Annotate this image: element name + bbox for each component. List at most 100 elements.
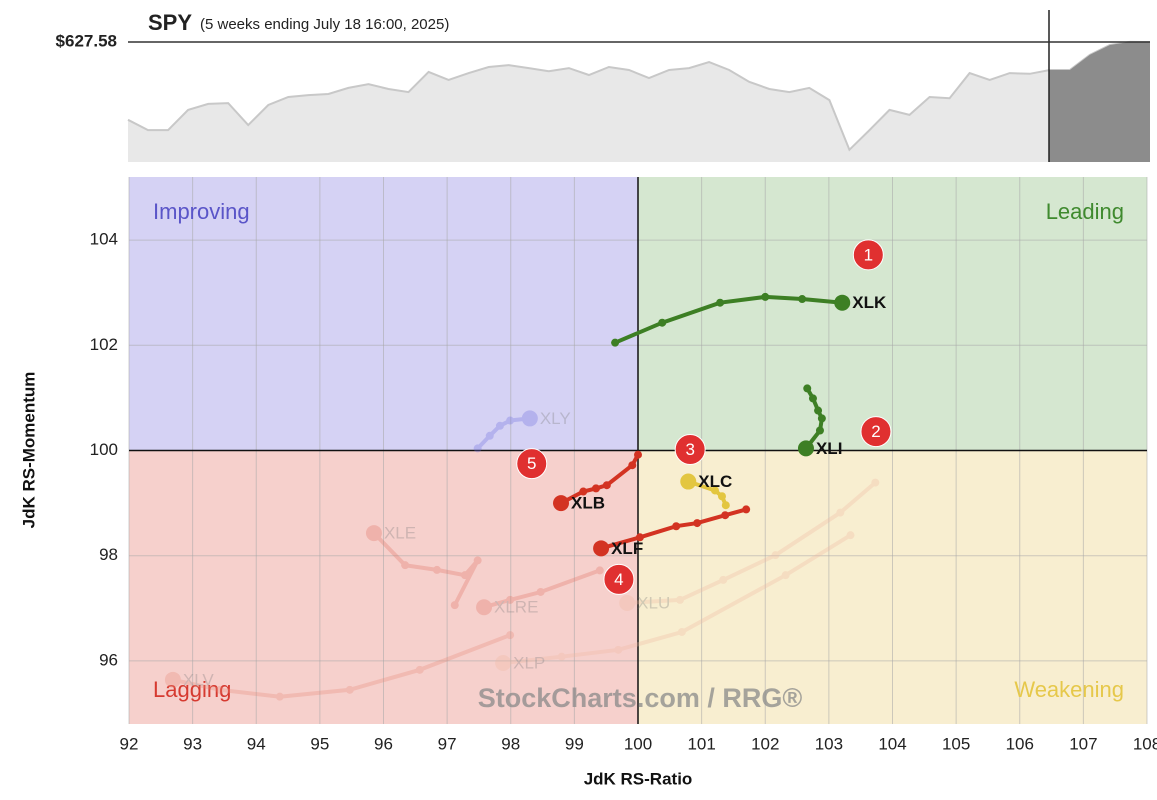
tail-point xyxy=(815,426,824,435)
reference-label: $627.58 xyxy=(56,31,117,50)
tail-line xyxy=(501,533,853,665)
tail: XLP xyxy=(495,531,855,672)
tail-point xyxy=(635,533,644,542)
tail: XLE xyxy=(365,524,482,610)
tail-point xyxy=(614,645,623,654)
tail-point xyxy=(460,571,469,580)
tail-point xyxy=(798,295,807,304)
tail-point xyxy=(595,566,604,575)
price-chart xyxy=(127,40,1151,162)
tail: XLK xyxy=(611,292,887,347)
tail-head xyxy=(365,525,382,542)
tail-point xyxy=(675,595,684,604)
x-tick-label: 100 xyxy=(624,734,652,753)
x-tick-label: 105 xyxy=(942,734,970,753)
series-label: XLY xyxy=(540,409,571,428)
tail-point xyxy=(506,631,515,640)
tail-point xyxy=(602,481,611,490)
tail-point xyxy=(761,292,770,301)
tail-point xyxy=(658,318,667,327)
annotation-badge xyxy=(674,433,706,465)
tail: XLC xyxy=(680,472,732,510)
x-tick-label: 106 xyxy=(1006,734,1034,753)
price-line xyxy=(127,40,1151,152)
tail-line xyxy=(625,480,878,605)
y-axis-title: JdK RS-Momentum xyxy=(19,372,38,529)
series-label: XLV xyxy=(183,670,215,689)
annotation-badge xyxy=(516,448,548,480)
tail-head xyxy=(476,599,493,616)
x-axis-title: JdK RS-Ratio xyxy=(584,769,693,788)
price-area xyxy=(128,41,1150,162)
annotation-label: 3 xyxy=(685,440,694,459)
tail-point xyxy=(495,421,504,430)
quadrant-label: Leading xyxy=(1046,199,1124,224)
tail-head xyxy=(495,654,512,671)
tail-point xyxy=(485,431,494,440)
tail-line xyxy=(475,416,532,451)
price-title: SPY xyxy=(148,10,192,35)
tail-line xyxy=(613,294,845,345)
x-tick-label: 107 xyxy=(1069,734,1097,753)
tail-point xyxy=(721,511,730,520)
tail-line xyxy=(372,531,480,608)
tail-point xyxy=(814,406,823,415)
tail-point xyxy=(506,595,515,604)
tail-point xyxy=(401,561,410,570)
annotation-label: 5 xyxy=(527,454,536,473)
tail-point xyxy=(345,685,354,694)
rrg-chart: 92 93 94 95 96 97 98 99 100 101 102 103 104 105 106 107… xyxy=(90,177,1157,753)
tail-point xyxy=(432,565,441,574)
annotation-badge xyxy=(852,239,884,271)
tail-point xyxy=(557,652,566,661)
series-label: XLRE xyxy=(494,598,538,617)
tail-head xyxy=(553,495,570,512)
tail-point xyxy=(721,501,730,510)
tail: XLI xyxy=(797,384,842,458)
x-tick-label: 104 xyxy=(878,734,906,753)
x-tick-label: 101 xyxy=(687,734,715,753)
tail-point xyxy=(275,692,284,701)
tail-point xyxy=(415,665,424,674)
y-tick-label: 104 xyxy=(90,230,118,249)
tail-point xyxy=(215,685,224,694)
tail-head xyxy=(593,540,610,557)
tail-point xyxy=(846,531,855,540)
tail-point xyxy=(628,461,637,470)
series-label: XLB xyxy=(571,494,605,513)
series-label: XLU xyxy=(637,594,670,613)
tail-line xyxy=(686,479,728,508)
quadrant-label: Weakening xyxy=(1014,677,1124,702)
x-tick-label: 94 xyxy=(247,734,266,753)
y-tick-label: 96 xyxy=(99,650,118,669)
series-label: XLE xyxy=(384,524,416,543)
tail-head xyxy=(797,440,814,457)
tail-point xyxy=(781,571,790,580)
tail-point xyxy=(672,522,681,531)
tail-point xyxy=(450,601,459,610)
quadrant-label: Lagging xyxy=(153,677,231,702)
series-label: XLI xyxy=(816,439,842,458)
tail-point xyxy=(836,508,845,517)
tail-point xyxy=(579,487,588,496)
watermark: StockCharts.com / RRG® xyxy=(478,683,803,713)
tail-point xyxy=(693,519,702,528)
tail-point xyxy=(719,575,728,584)
x-tick-label: 98 xyxy=(501,734,520,753)
tail-point xyxy=(742,505,751,514)
tail: XLY xyxy=(473,409,571,453)
y-tick-label: 100 xyxy=(90,440,118,459)
price-subtitle: (5 weeks ending July 18 16:00, 2025) xyxy=(200,16,449,33)
series-label: XLC xyxy=(698,472,732,491)
tail-line xyxy=(170,633,513,699)
tail-head xyxy=(834,294,851,311)
x-tick-label: 95 xyxy=(310,734,329,753)
tail-point xyxy=(506,416,515,425)
x-tick-label: 92 xyxy=(120,734,139,753)
annotation-badge xyxy=(603,563,635,595)
tail-head xyxy=(680,473,697,490)
tail: XLV xyxy=(164,631,515,701)
tail: XLRE xyxy=(476,566,604,617)
x-tick-label: 99 xyxy=(565,734,584,753)
